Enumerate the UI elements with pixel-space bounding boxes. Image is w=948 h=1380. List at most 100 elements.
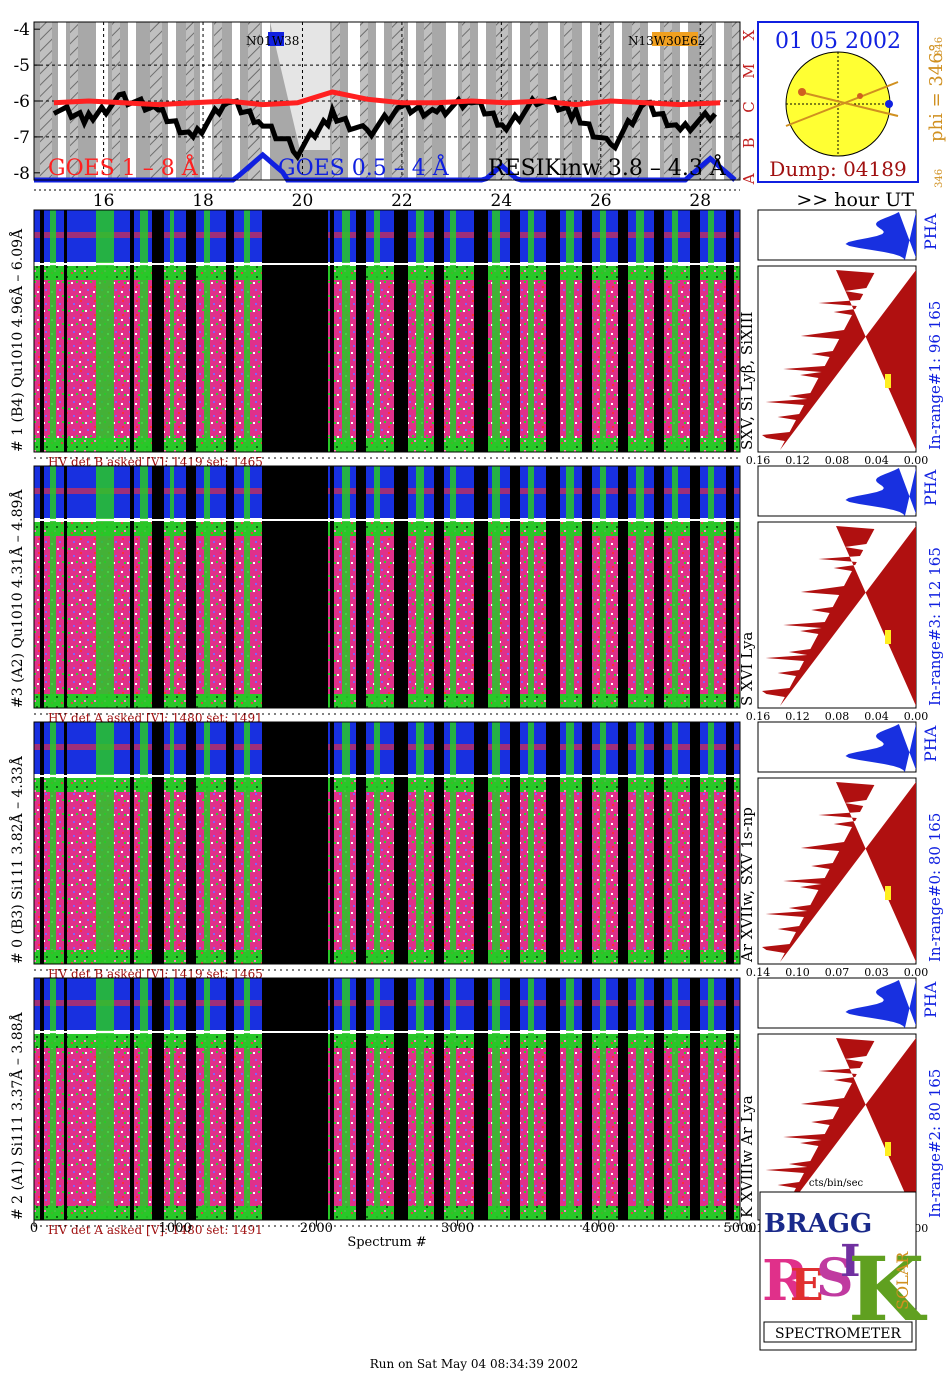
observation-gap [130,722,134,964]
observation-gap [50,210,56,452]
observation-gap [416,210,424,452]
observation-gap [330,722,334,964]
observation-gap [330,978,334,1220]
detector-panels: HV det B asked [V]: 1419 set: 1465# 1 (B… [8,209,944,1237]
observation-gap [244,978,250,1220]
goes-y-tick-label: -4 [13,20,30,40]
spectrum-tick-label: 3000 [441,1221,474,1236]
observation-gap [726,466,734,708]
logo-caption-box [763,1321,913,1343]
active-region-dot-1 [798,88,806,96]
resik-flux-line [52,90,718,162]
detector-direction-line [785,81,899,127]
spectrum-tick-label: 1000 [159,1221,192,1236]
pha-histogram [845,212,916,260]
date-label: 01 05 2002 [775,29,901,54]
observation-gap [582,722,592,964]
observation-gap [690,466,700,708]
phi-bottom: 346 [934,169,945,188]
detector-panel-2: HV det B asked [V]: 1419 set: 1465# 0 (B… [8,721,944,981]
observation-gap [492,978,500,1220]
observation-gap [416,722,424,964]
observation-gap [434,466,444,708]
observation-gap [672,210,678,452]
time-tick-label: 16 [93,191,115,211]
observation-gap [152,722,164,964]
time-tick-label: 24 [491,191,513,211]
observation-gap [140,466,148,708]
flare-class-label: A [740,173,758,185]
observation-gap [690,210,700,452]
hist-tick-label: 0.00 [904,710,929,723]
observation-gap [244,722,250,964]
hist-tick-label: 0.16 [746,710,771,723]
spectrum-band-top [34,1034,740,1048]
spectrum-band-bottom [34,694,740,708]
observation-gap [244,210,250,452]
eclipse-band [664,22,672,180]
goes-y-tick-label: -8 [13,164,30,184]
observation-gap [690,978,700,1220]
active-region-dot-2 [857,93,863,99]
observation-gap [356,466,366,708]
observation-gap [50,978,56,1220]
time-tick-label: 28 [689,191,711,211]
detector-label: # 2 (A1) Si111 3.37Å – 3.88Å [8,1011,26,1220]
observation-gap [654,210,664,452]
observation-gap [690,722,700,964]
in-range-label: In-range#1: 96 165 [926,301,944,450]
observation-gap [450,466,456,708]
observation-gap [50,722,56,964]
hist-tick-label: 0.04 [864,454,889,467]
detector-label: # 0 (B3) Si111 3.82Å – 4.33Å [8,755,26,964]
spectrum-tick-label: 5000 [723,1221,756,1236]
observation-gap [582,210,592,452]
goes-panel: N01W38 N13W30E62 -4 -5 -6 -7 -8 X M C B A GOES 1… [13,20,758,185]
hist-axis-label: cts/bin/sec [809,1178,864,1189]
spectrum-tick-label: 4000 [582,1221,615,1236]
observation-gap [96,210,114,452]
pha-line [34,744,740,750]
spectrum-axis: Spectrum # 0 1000 2000 3000 4000 5000 [30,1220,757,1250]
region-marker-1 [268,32,284,46]
phi-label: phi = 346° [926,43,947,142]
observation-gap [152,210,164,452]
logo-bragg: BRAGG [764,1209,872,1239]
pha-label: PHA [921,213,940,250]
spectrum-band-top [34,522,740,536]
pha-line [34,232,740,238]
observation-gap [566,978,574,1220]
observation-gap [546,210,560,452]
spectrum-histogram [762,270,916,450]
observation-gap [226,722,234,964]
observation-gap [170,978,174,1220]
observation-gap [226,210,234,452]
spectral-lines-label: S XVI Lya [738,632,756,706]
observation-gap [330,210,334,452]
hist-tick-label: 0.08 [825,454,850,467]
observation-gap [40,466,44,708]
observation-gap [566,466,574,708]
observation-gap [226,466,234,708]
observation-gap [492,466,500,708]
spectrum-histogram [762,1038,916,1218]
observation-gap [636,466,644,708]
observation-gap [96,978,114,1220]
legend-goes-long: GOES 1 – 8 Å [48,153,199,181]
spectrum-band-top [34,266,740,280]
region-label-1: N01W38 [246,34,299,48]
observation-gap [708,722,714,964]
observation-gap [546,978,560,1220]
panel-frame [33,209,741,453]
observation-gap [140,978,148,1220]
observation-gap [374,466,380,708]
observation-gap [226,978,234,1220]
observation-gap [474,978,488,1220]
observation-gap [654,722,664,964]
observation-gap [394,978,408,1220]
detector-label: # 1 (B4) Qu1010 4.96Å – 6.09Å [8,228,26,452]
histogram-marker [885,1142,891,1156]
observation-gap [450,210,456,452]
observation-gap [450,978,456,1220]
observation-gap [374,722,380,964]
